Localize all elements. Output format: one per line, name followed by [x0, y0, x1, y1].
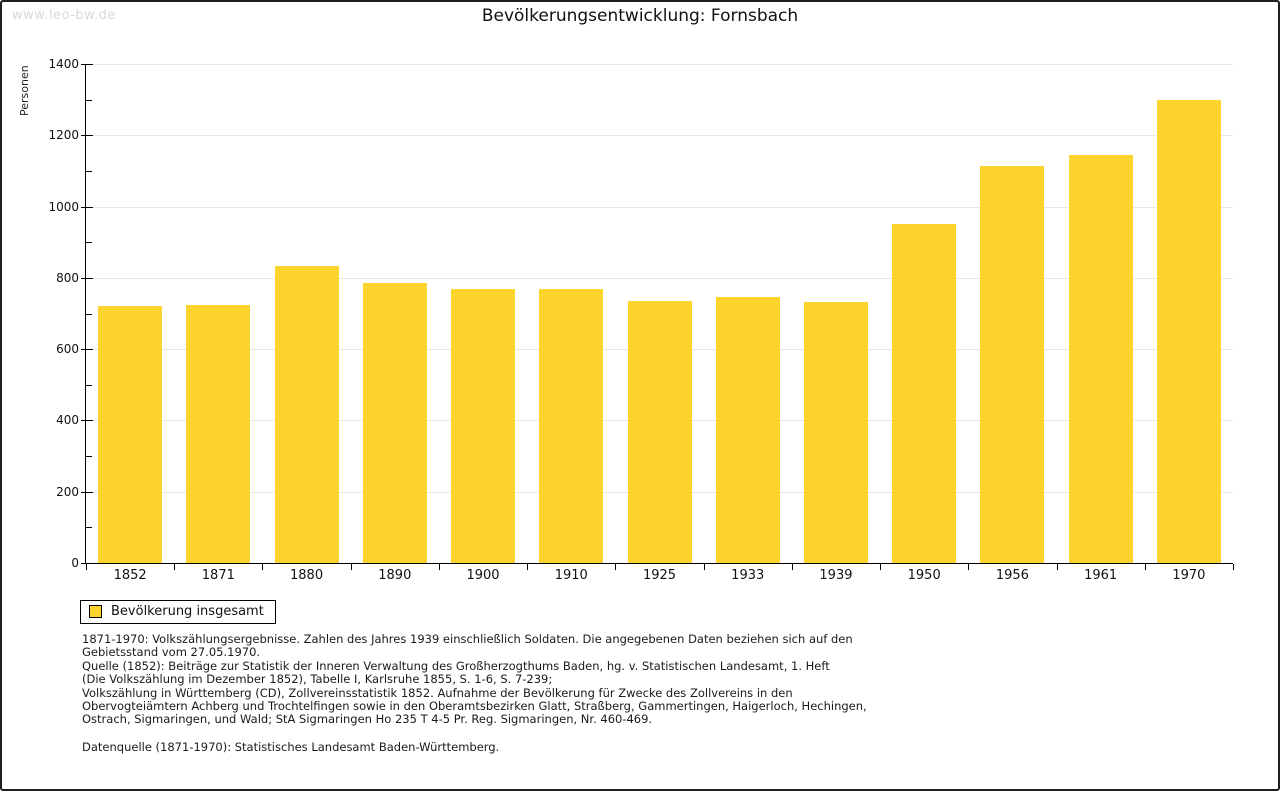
legend: Bevölkerung insgesamt	[80, 600, 276, 624]
bar-1925	[627, 300, 692, 563]
x-tick	[1056, 564, 1058, 570]
x-tick	[174, 564, 176, 570]
x-tick	[438, 564, 440, 570]
bar-1871	[186, 304, 251, 563]
y-gridline	[86, 135, 1233, 137]
x-tick-label: 1910	[554, 568, 588, 583]
y-tick-major	[81, 206, 93, 208]
bar-1950	[892, 224, 957, 563]
footnote-line: Volkszählung in Württemberg (CD), Zollve…	[82, 685, 793, 700]
bar-1890	[362, 282, 427, 563]
x-tick	[880, 564, 882, 570]
y-tick-major	[81, 277, 93, 279]
y-tick-major	[81, 563, 93, 564]
x-tick-label: 1890	[378, 568, 412, 583]
y-tick-major	[81, 491, 93, 493]
y-tick-major	[81, 64, 93, 65]
x-tick-label: 1970	[1172, 568, 1206, 583]
x-tick	[703, 564, 705, 570]
x-tick	[527, 564, 529, 570]
footnote-line: Quelle (1852): Beiträge zur Statistik de…	[82, 658, 830, 673]
footnote-line: 1871-1970: Volkszählungsergebnisse. Zahl…	[82, 632, 853, 646]
bar-1910	[539, 289, 604, 563]
y-gridline	[86, 64, 1233, 65]
x-tick	[968, 564, 970, 570]
x-tick-label: 1939	[819, 568, 853, 583]
footnote-line: (Die Volkszählung im Dezember 1852), Tab…	[82, 672, 553, 687]
x-tick-label: 1871	[201, 568, 235, 583]
y-tick-label: 800	[56, 270, 79, 285]
watermark-leo-bw: www.leo-bw.de	[12, 8, 116, 23]
y-tick-label: 0	[71, 556, 79, 570]
x-tick	[86, 564, 87, 570]
bar-1880	[274, 266, 339, 563]
x-tick-label: 1933	[731, 568, 765, 583]
x-tick-label: 1925	[642, 568, 677, 583]
x-tick-label: 1852	[113, 568, 147, 583]
y-tick-major	[81, 420, 93, 422]
footnote-line: Obervogteiämtern Achberg und Trochtelfin…	[82, 699, 867, 714]
y-gridline	[86, 277, 1233, 279]
x-tick-label: 1956	[995, 568, 1029, 583]
bar-1970	[1156, 99, 1221, 563]
datasource-line: Datenquelle (1871-1970): Statistisches L…	[82, 740, 500, 754]
y-tick-minor	[86, 527, 92, 529]
y-tick-minor	[86, 384, 92, 386]
y-tick-label: 1200	[48, 128, 79, 143]
bar-1956	[980, 166, 1045, 563]
y-tick-label: 1400	[48, 57, 79, 71]
x-tick-label: 1880	[290, 568, 324, 583]
legend-label: Bevölkerung insgesamt	[111, 604, 264, 619]
y-tick-label: 400	[56, 413, 79, 428]
bar-1939	[803, 301, 868, 563]
x-tick	[791, 564, 793, 570]
x-tick-label: 1950	[907, 568, 941, 583]
x-tick	[350, 564, 352, 570]
bar-1900	[451, 289, 516, 563]
x-tick	[1233, 564, 1234, 570]
y-axis-title: Personen	[18, 65, 31, 116]
x-tick-label: 1961	[1084, 568, 1118, 583]
y-tick-label: 600	[56, 342, 79, 357]
footnote-line: Ostrach, Sigmaringen, und Wald; StA Sigm…	[82, 712, 653, 727]
x-tick	[262, 564, 264, 570]
footnotes: 1871-1970: Volkszählungsergebnisse. Zahl…	[82, 632, 867, 727]
y-tick-label: 1000	[48, 199, 79, 214]
chart-title: Bevölkerungsentwicklung: Fornsbach	[481, 6, 799, 26]
y-tick-label: 200	[56, 484, 79, 499]
bar-1961	[1068, 155, 1133, 563]
plot-area: 0 200 400 600 800 1000 1200 1400 1852 1871 1880 189…	[48, 57, 1234, 583]
footnote-line: Gebietsstand vom 27.05.1970.	[82, 645, 261, 660]
bar-1933	[715, 297, 780, 563]
y-tick-major	[81, 349, 93, 351]
x-tick	[615, 564, 617, 570]
legend-swatch-icon	[89, 605, 102, 618]
y-tick-minor	[86, 99, 92, 101]
x-tick	[1144, 564, 1146, 570]
y-tick-minor	[86, 313, 92, 315]
y-tick-minor	[86, 170, 92, 172]
y-gridline	[86, 206, 1233, 208]
x-tick-label: 1900	[466, 568, 500, 583]
bar-1852	[98, 306, 163, 563]
y-tick-minor	[86, 456, 92, 458]
y-tick-minor	[86, 242, 92, 244]
y-tick-major	[81, 135, 93, 137]
